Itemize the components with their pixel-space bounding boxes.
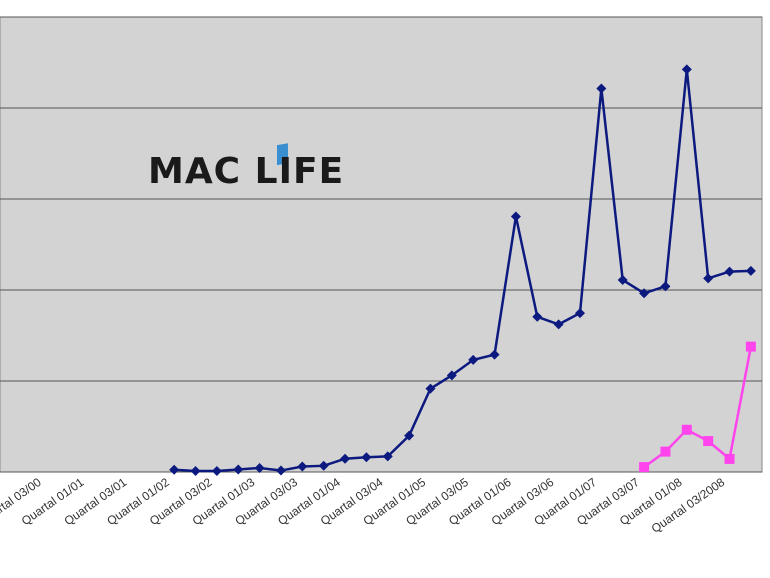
marker bbox=[425, 383, 436, 394]
plot-area bbox=[0, 16, 763, 473]
marker bbox=[703, 273, 714, 284]
series-line bbox=[174, 69, 751, 473]
marker bbox=[446, 370, 457, 381]
marker bbox=[532, 311, 543, 322]
marker bbox=[297, 461, 308, 472]
marker bbox=[660, 281, 671, 292]
logo-accent bbox=[277, 143, 288, 166]
marker bbox=[724, 266, 735, 277]
marker bbox=[617, 274, 628, 285]
marker bbox=[254, 462, 265, 473]
marker bbox=[553, 319, 564, 330]
marker bbox=[745, 341, 756, 352]
marker bbox=[510, 211, 521, 222]
marker bbox=[596, 83, 607, 94]
logo: MAC LIFE bbox=[148, 151, 344, 192]
x-tick-label: Quartal 03/2008 bbox=[649, 475, 728, 536]
marker bbox=[745, 265, 756, 276]
marker bbox=[190, 465, 201, 476]
marker bbox=[169, 464, 180, 475]
marker bbox=[318, 460, 329, 471]
marker bbox=[340, 453, 351, 464]
marker bbox=[639, 462, 650, 473]
marker bbox=[233, 464, 244, 475]
marker bbox=[575, 308, 585, 319]
marker bbox=[639, 288, 650, 299]
marker bbox=[361, 452, 372, 463]
marker bbox=[211, 466, 222, 477]
marker bbox=[724, 453, 735, 464]
marker bbox=[404, 430, 415, 441]
marker bbox=[681, 424, 692, 435]
marker bbox=[382, 451, 393, 462]
marker bbox=[660, 446, 671, 457]
marker bbox=[489, 349, 500, 360]
marker bbox=[681, 64, 692, 75]
marker bbox=[468, 354, 479, 365]
marker bbox=[703, 436, 714, 447]
marker bbox=[275, 465, 286, 476]
